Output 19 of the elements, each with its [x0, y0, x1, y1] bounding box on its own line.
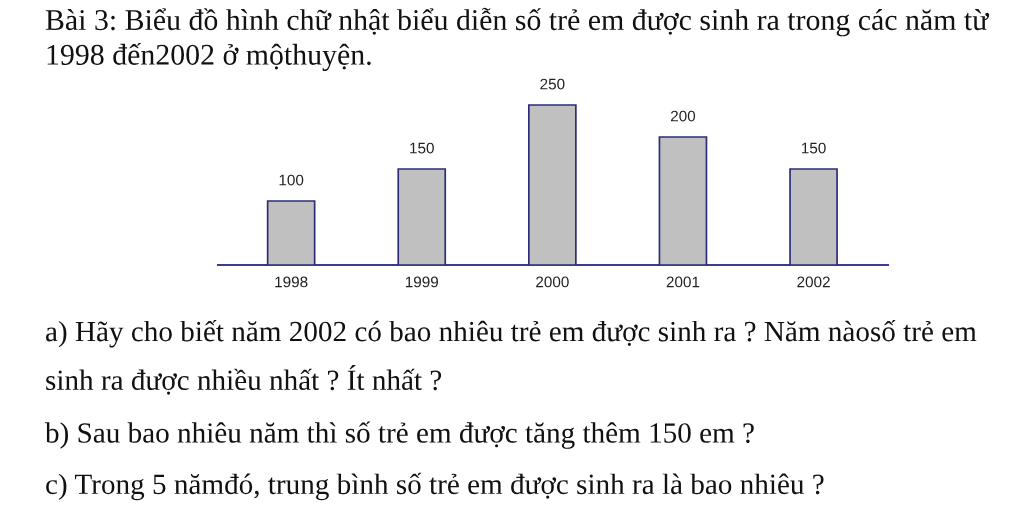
text: b) Sau bao nhiêu năm thì số trẻ em được tăng thêm 150 em ? — [45, 421, 754, 449]
bar — [528, 104, 577, 265]
x-tick-label: 1999 — [405, 276, 439, 288]
text: c) Trong 5 nămđó, trung bình số trẻ em được sinh ra là bao nhiêu ? — [46, 472, 824, 501]
x-tick-label: 2000 — [536, 276, 569, 288]
x-tick-label: 1998 — [275, 276, 308, 288]
data-label: 200 — [670, 110, 696, 122]
data-label: 250 — [540, 78, 565, 90]
data-label: 100 — [279, 174, 304, 186]
bar — [266, 200, 316, 265]
bar — [397, 168, 447, 265]
data-label: 150 — [801, 142, 826, 154]
x-tick-label: 2001 — [666, 276, 700, 288]
data-label: 150 — [410, 142, 434, 154]
bar — [658, 136, 708, 265]
x-tick-label: 2002 — [797, 276, 830, 288]
chart-title: Bài 3: Biểu đồ hình chữ nhật biểu diễn số trẻ em được sinh ra trong các năm từ 1998 đến2002 ở mộthuyện. — [45, 7, 990, 72]
bar — [789, 168, 838, 265]
text: a) Hãy cho biết năm 2002 có bao nhiêu trẻ em được sinh ra ? Năm nàosố trẻ em sinh ra được nhiều nhất ? Ít nhất ? — [46, 320, 977, 395]
